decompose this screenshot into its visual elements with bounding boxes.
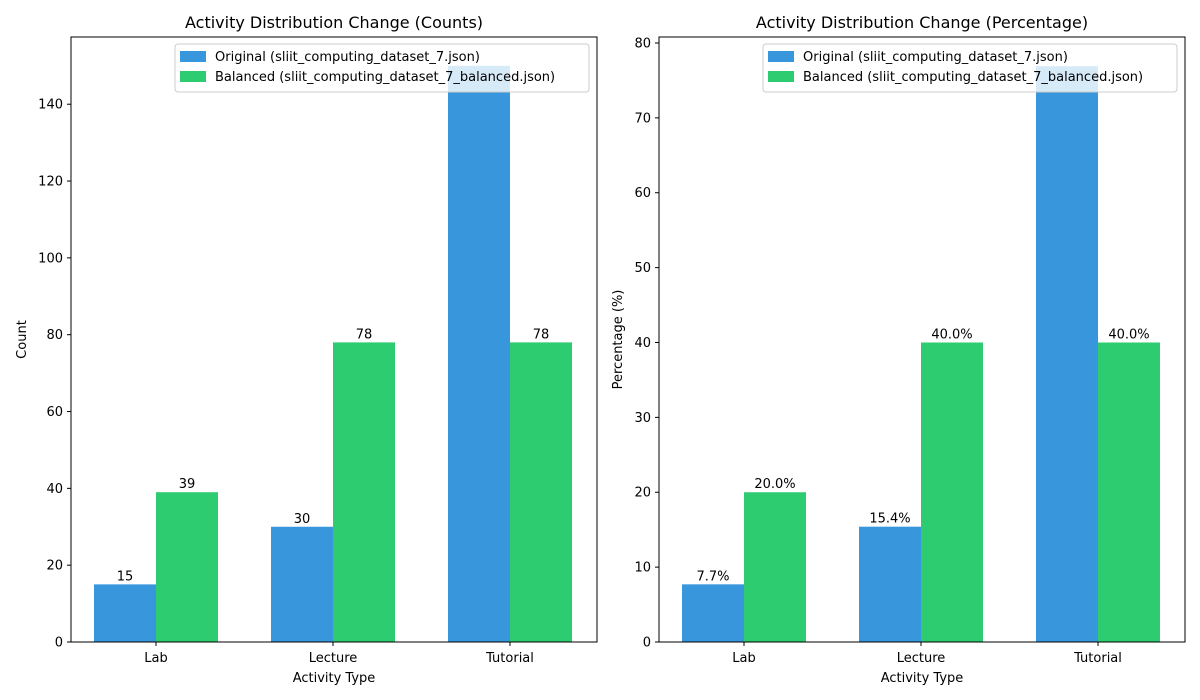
counts-x-axis-label: Activity Type [293, 671, 376, 686]
counts-y-tick-label: 20 [46, 559, 63, 574]
percentage-y-tick-label: 60 [634, 186, 651, 201]
percentage-y-tick-label: 50 [634, 261, 651, 276]
percentage-bar-balanced-lecture [921, 342, 983, 642]
percentage-x-tick-label-tutorial: Tutorial [1073, 651, 1122, 666]
percentage-legend-swatch-balanced [768, 71, 794, 82]
counts-bar-balanced-lab [156, 492, 218, 642]
counts-bar-original-lab [94, 584, 156, 642]
counts-y-tick-label: 0 [55, 636, 63, 651]
counts-chart-panel: Activity Distribution Change (Counts) 15 3… [15, 13, 598, 686]
percentage-data-label-original-lecture: 15.4% [869, 512, 910, 527]
counts-data-label-balanced-lab: 39 [179, 477, 196, 492]
percentage-y-tick-label: 0 [643, 636, 651, 651]
counts-axes-frame [70, 36, 598, 643]
percentage-y-tick-label: 10 [634, 561, 651, 576]
percentage-axes-frame [658, 36, 1186, 643]
percentage-legend-label-original: Original (sliit_computing_dataset_7.json… [803, 50, 1068, 65]
counts-legend-swatch-balanced [180, 71, 206, 82]
counts-y-tick-label: 80 [46, 328, 63, 343]
counts-chart-title: Activity Distribution Change (Counts) [185, 13, 483, 32]
percentage-y-axis-label: Percentage (%) [611, 290, 626, 390]
counts-legend: Original (sliit_computing_dataset_7.json… [174, 43, 590, 93]
percentage-legend-swatch-original [768, 51, 794, 62]
percentage-bar-original-lecture [859, 526, 921, 642]
percentage-y-tick-label: 30 [634, 411, 651, 426]
percentage-data-label-balanced-lab: 20.0% [754, 477, 795, 492]
percentage-bar-original-lab [682, 584, 744, 642]
percentage-bar-balanced-lab [744, 492, 806, 642]
counts-bar-balanced-lecture [333, 342, 395, 642]
counts-legend-box [174, 43, 590, 93]
counts-y-tick-label: 40 [46, 482, 63, 497]
percentage-y-tick-label: 40 [634, 336, 651, 351]
counts-y-tick-label: 140 [38, 98, 63, 113]
counts-legend-label-balanced: Balanced (sliit_computing_dataset_7_bala… [215, 70, 555, 85]
percentage-legend-box [762, 43, 1178, 93]
percentage-x-tick-label-lecture: Lecture [897, 651, 946, 666]
counts-bar-balanced-tutorial [510, 342, 572, 642]
percentage-data-label-balanced-tutorial: 40.0% [1108, 327, 1149, 342]
percentage-y-tick-label: 70 [634, 111, 651, 126]
counts-legend-swatch-original [180, 51, 206, 62]
percentage-x-axis-label: Activity Type [881, 671, 964, 686]
counts-legend-label-original: Original (sliit_computing_dataset_7.json… [215, 50, 480, 65]
counts-data-label-original-lecture: 30 [294, 512, 311, 527]
percentage-bar-original-tutorial [1036, 66, 1098, 643]
percentage-data-label-original-lab: 7.7% [696, 569, 729, 584]
percentage-legend: Original (sliit_computing_dataset_7.json… [762, 43, 1178, 93]
counts-y-tick-label: 60 [46, 405, 63, 420]
percentage-y-tick-label: 80 [634, 36, 651, 51]
counts-bar-original-tutorial [448, 65, 510, 643]
counts-data-label-balanced-tutorial: 78 [533, 327, 550, 342]
percentage-legend-label-balanced: Balanced (sliit_computing_dataset_7_bala… [803, 70, 1143, 85]
percentage-data-label-balanced-lecture: 40.0% [931, 327, 972, 342]
counts-data-label-original-lab: 15 [117, 569, 134, 584]
counts-x-tick-label-lecture: Lecture [309, 651, 358, 666]
counts-bar-original-lecture [271, 526, 333, 642]
counts-x-tick-label-tutorial: Tutorial [485, 651, 534, 666]
percentage-bar-balanced-tutorial [1098, 342, 1160, 642]
percentage-y-tick-label: 20 [634, 486, 651, 501]
percentage-x-tick-label-lab: Lab [732, 651, 755, 666]
percentage-chart-title: Activity Distribution Change (Percentage… [756, 13, 1088, 32]
counts-y-tick-label: 120 [38, 175, 63, 190]
counts-y-axis-label: Count [15, 320, 30, 359]
counts-data-label-balanced-lecture: 78 [356, 327, 373, 342]
counts-y-tick-label: 100 [38, 251, 63, 266]
counts-x-tick-label-lab: Lab [144, 651, 167, 666]
percentage-chart-panel: Activity Distribution Change (Percentage… [611, 13, 1186, 686]
